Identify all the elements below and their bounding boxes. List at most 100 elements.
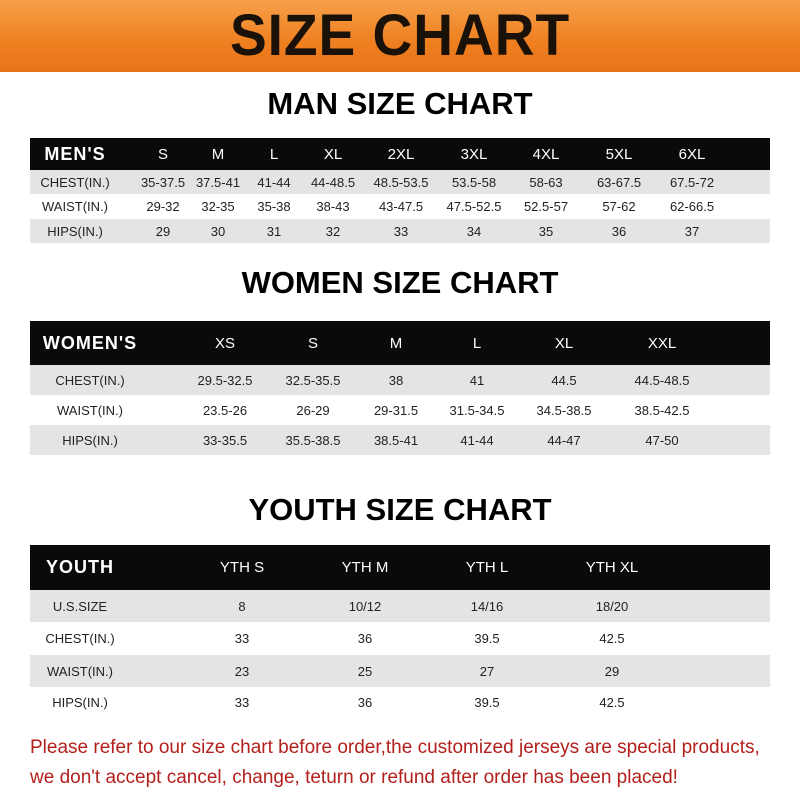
row-label: CHEST(IN.): [45, 631, 115, 646]
measure-cell: 47-50: [645, 432, 679, 448]
measure-cell: 33: [393, 223, 409, 239]
measure-cell: 33: [234, 695, 250, 710]
size-header-cell: XS: [214, 334, 236, 352]
measure-cell: 35.5-38.5: [285, 432, 341, 448]
table-title-cell: MEN'S: [44, 143, 106, 164]
size-header-cell: S: [307, 334, 319, 352]
measure-cell: 41-44: [257, 174, 291, 190]
women-size-table: WOMEN'S XS S M L XL XXL CHEST(IN.) 29.5-32.5 32.5…: [30, 321, 770, 455]
size-header-cell: L: [269, 145, 279, 163]
measure-cell: 35-38: [257, 199, 291, 214]
order-notice: Please refer to our size chart before or…: [30, 733, 790, 793]
table-header-row: MEN'S S M L XL 2XL 3XL 4XL 5XL 6XL: [30, 138, 770, 170]
measure-cell: 32: [325, 223, 341, 239]
measure-cell: 32-35: [201, 199, 235, 214]
size-header-cell: 6XL: [678, 145, 706, 163]
measure-cell: 37: [684, 223, 700, 239]
row-label: CHEST(IN.): [40, 174, 110, 190]
measure-cell: 29-32: [146, 199, 180, 214]
measure-cell: 10/12: [348, 598, 382, 614]
measure-cell: 41: [469, 372, 485, 388]
measure-cell: 29: [604, 663, 620, 679]
row-label: WAIST(IN.): [42, 199, 108, 214]
measure-cell: 33: [234, 631, 250, 646]
measure-cell: 39.5: [474, 631, 500, 646]
table-row: WAIST(IN.) 29-32 32-35 35-38 38-43 43-47.5 47.…: [30, 194, 770, 219]
measure-cell: 25: [357, 663, 373, 679]
table-header-row: YOUTH YTH S YTH M YTH L YTH XL: [30, 545, 770, 590]
table-row: HIPS(IN.) 29 30 31 32 33 34 35 36 37: [30, 219, 770, 243]
table-row: CHEST(IN.) 29.5-32.5 32.5-35.5 38 41 44.5 44.5…: [30, 365, 770, 395]
measure-cell: 23: [234, 663, 250, 679]
size-header-cell: M: [389, 334, 403, 352]
size-header-cell: 2XL: [387, 145, 415, 163]
measure-cell: 52.5-57: [523, 199, 569, 214]
measure-cell: 27: [479, 663, 495, 679]
measure-cell: 36: [357, 631, 373, 646]
measure-cell: 42.5: [599, 631, 625, 646]
measure-cell: 44-48.5: [310, 174, 356, 190]
measure-cell: 29.5-32.5: [197, 372, 253, 388]
size-header-cell: 5XL: [605, 145, 633, 163]
table-row: U.S.SIZE 8 10/12 14/16 18/20: [30, 590, 770, 622]
size-header-cell: M: [211, 145, 225, 163]
notice-line-1: Please refer to our size chart before or…: [30, 737, 760, 758]
measure-cell: 62-66.5: [669, 199, 715, 214]
measure-cell: 34: [466, 223, 482, 239]
measure-cell: 33-35.5: [202, 432, 248, 448]
size-header-cell: YTH L: [465, 559, 509, 576]
row-label: U.S.SIZE: [52, 598, 108, 614]
row-label: CHEST(IN.): [55, 372, 125, 388]
measure-cell: 14/16: [470, 598, 504, 614]
measure-cell: 39.5: [474, 695, 500, 710]
measure-cell: 48.5-53.5: [373, 174, 429, 190]
size-header-cell: XL: [554, 334, 574, 352]
table-row: WAIST(IN.) 23 25 27 29: [30, 655, 770, 687]
row-label: HIPS(IN.): [52, 695, 108, 710]
title-banner: SIZE CHART: [0, 0, 800, 72]
measure-cell: 31: [266, 223, 282, 239]
youth-section-title: YOUTH SIZE CHART: [248, 492, 552, 527]
measure-cell: 67.5-72: [669, 174, 715, 190]
measure-cell: 44.5: [551, 372, 577, 388]
measure-cell: 44-47: [547, 432, 581, 448]
measure-cell: 47.5-52.5: [446, 199, 502, 214]
measure-cell: 29-31.5: [373, 402, 419, 418]
size-header-cell: XL: [323, 145, 343, 163]
size-header-cell: S: [157, 145, 169, 163]
measure-cell: 36: [357, 695, 373, 710]
size-header-cell: YTH M: [341, 559, 389, 576]
table-title-cell: YOUTH: [46, 557, 114, 577]
table-row: CHEST(IN.) 35-37.5 37.5-41 41-44 44-48.5 48.5…: [30, 170, 770, 194]
measure-cell: 8: [238, 598, 246, 614]
row-label: WAIST(IN.): [57, 402, 123, 418]
table-row: CHEST(IN.) 33 36 39.5 42.5: [30, 622, 770, 655]
measure-cell: 38.5-41: [373, 432, 419, 448]
measure-cell: 57-62: [602, 199, 636, 214]
measure-cell: 42.5: [599, 695, 625, 710]
measure-cell: 35: [538, 223, 554, 239]
measure-cell: 41-44: [460, 432, 494, 448]
measure-cell: 35-37.5: [140, 174, 186, 190]
measure-cell: 18/20: [595, 598, 629, 614]
table-row: WAIST(IN.) 23.5-26 26-29 29-31.5 31.5-34.5 34…: [30, 395, 770, 425]
table-row: HIPS(IN.) 33-35.5 35.5-38.5 38.5-41 41-44 44-…: [30, 425, 770, 455]
size-header-cell: XXL: [647, 334, 677, 352]
men-section-title: MAN SIZE CHART: [267, 86, 533, 121]
measure-cell: 43-47.5: [378, 199, 424, 214]
table-header-row: WOMEN'S XS S M L XL XXL: [30, 321, 770, 365]
notice-line-2: we don't accept cancel, change, teturn o…: [30, 767, 678, 788]
measure-cell: 34.5-38.5: [536, 402, 592, 418]
measure-cell: 31.5-34.5: [449, 402, 505, 418]
measure-cell: 58-63: [529, 174, 563, 190]
row-label: HIPS(IN.): [47, 223, 103, 239]
measure-cell: 32.5-35.5: [285, 372, 341, 388]
measure-cell: 38.5-42.5: [634, 402, 690, 418]
youth-size-table: YOUTH YTH S YTH M YTH L YTH XL U.S.SIZE 8 10/12…: [30, 545, 770, 718]
measure-cell: 30: [210, 223, 226, 239]
table-row: HIPS(IN.) 33 36 39.5 42.5: [30, 687, 770, 718]
measure-cell: 44.5-48.5: [634, 372, 690, 388]
measure-cell: 53.5-58: [451, 174, 497, 190]
row-label: HIPS(IN.): [62, 432, 118, 448]
measure-cell: 36: [611, 223, 627, 239]
